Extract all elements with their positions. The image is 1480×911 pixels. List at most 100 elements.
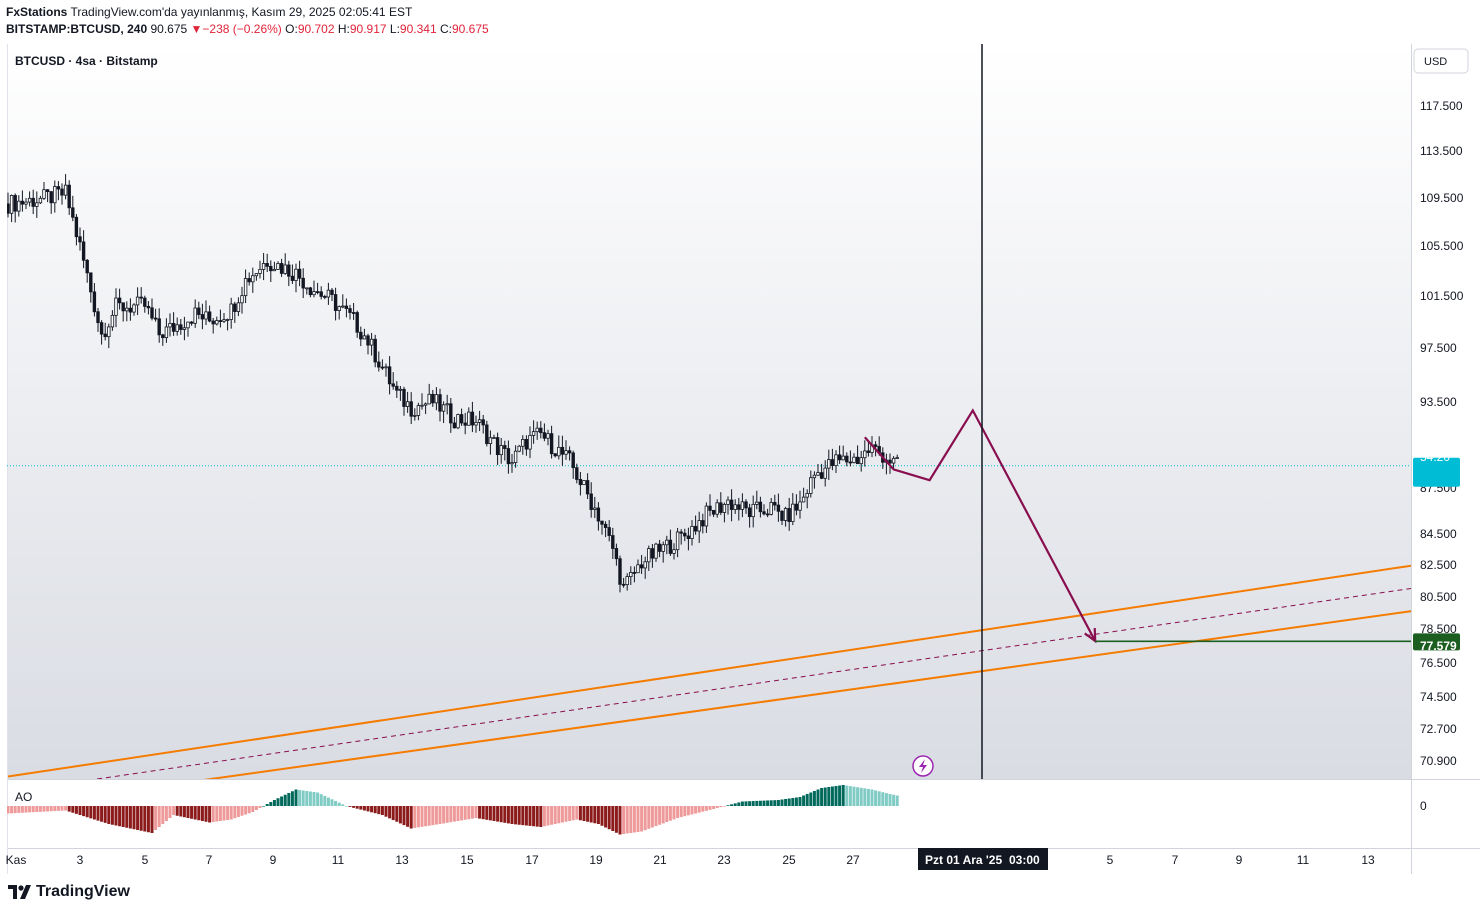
candlestick-series[interactable] [7, 174, 899, 593]
candle-body [427, 393, 431, 405]
candle-body [791, 503, 795, 522]
candle-body [639, 564, 644, 569]
ao-bar [136, 806, 140, 830]
ao-bar [254, 806, 258, 810]
candle-body [423, 403, 428, 406]
candle-body [780, 510, 784, 521]
ao-bar [31, 806, 35, 813]
price-tick-label: 97.500 [1420, 341, 1457, 355]
candle-body [294, 268, 298, 281]
ao-indicator-label[interactable]: AO [15, 790, 32, 804]
ao-bar [406, 806, 410, 827]
price-axis[interactable]: 117.500 113.500 109.500 105.500 101.500 97.50… [1420, 99, 1464, 768]
ao-bar [312, 792, 316, 806]
price-tick-label: 72.700 [1420, 722, 1457, 736]
candle-body [841, 455, 845, 461]
tradingview-logo[interactable]: TradingView [8, 883, 130, 901]
ao-bar [229, 806, 233, 820]
candle-body [207, 311, 212, 322]
ao-bar [150, 806, 154, 833]
ao-bar [276, 798, 280, 806]
ao-bar [870, 789, 874, 806]
projection-path[interactable] [863, 408, 1097, 642]
candle-body [369, 338, 374, 346]
symbol-label[interactable]: BITSTAMP:BTCUSD, 240 [6, 22, 148, 36]
candle-body [225, 319, 230, 321]
ao-bar [874, 790, 878, 806]
candle-body [452, 422, 457, 429]
lightning-icon[interactable] [912, 755, 934, 777]
ao-bar [168, 806, 172, 818]
ao-bar [589, 806, 593, 823]
ao-bar [139, 806, 143, 831]
ao-bar [7, 806, 10, 814]
candle-body [35, 202, 39, 207]
candle-body [758, 501, 763, 513]
ao-bar [499, 806, 503, 823]
ao-bar [607, 806, 611, 830]
candle-body [697, 520, 701, 532]
ao-bar [650, 806, 654, 828]
main-pane-background [7, 44, 1411, 779]
candle-body [78, 236, 82, 243]
candle-body [49, 191, 53, 204]
candle-body [164, 326, 169, 339]
ao-bar [859, 787, 863, 806]
candle-body [535, 427, 539, 433]
ao-bar [28, 806, 32, 813]
open-label: O: [285, 22, 298, 36]
time-tick-label: 21 [653, 853, 667, 867]
ao-bar [467, 806, 471, 820]
ao-bar [708, 806, 712, 810]
ao-bar [132, 806, 136, 830]
open-value: 90.702 [297, 22, 335, 36]
ao-bar [632, 806, 636, 833]
candle-body [121, 302, 125, 312]
ao-bar [272, 800, 276, 806]
channel-mid-line[interactable] [8, 9, 1480, 792]
ao-bar [175, 806, 179, 816]
ao-histogram[interactable] [7, 785, 899, 835]
publisher-name[interactable]: FxStations [6, 5, 68, 19]
ao-bar [56, 806, 60, 811]
ao-bar [247, 806, 251, 814]
candle-body [405, 401, 410, 407]
ao-bar [758, 800, 762, 806]
price-scale-background[interactable] [1411, 44, 1480, 848]
candle-body [384, 366, 388, 369]
candle-body [420, 404, 424, 407]
candle-body [229, 303, 233, 320]
footer: TradingView [0, 874, 1480, 911]
ao-bar [373, 806, 377, 814]
candle-body [603, 523, 608, 528]
candle-body [654, 543, 658, 559]
channel-upper-line[interactable] [7, 0, 1480, 778]
ao-bar [280, 796, 284, 806]
ao-bar [344, 806, 348, 807]
ao-bar [377, 806, 381, 815]
candle-body [827, 459, 831, 469]
candle-body [470, 411, 475, 426]
candle-body [31, 197, 35, 207]
high-label: H: [337, 22, 350, 36]
ao-bar [737, 802, 741, 806]
price-tick-label: 105.500 [1420, 239, 1464, 253]
ao-bar [258, 806, 262, 808]
candle-body [333, 294, 338, 311]
ao-bar [805, 794, 809, 806]
ao-bar [13, 806, 17, 814]
ao-bar [82, 806, 86, 817]
ao-bar [611, 806, 615, 831]
candle-body [809, 477, 813, 494]
ao-bar [355, 806, 359, 809]
candle-body [276, 263, 280, 270]
currency-button[interactable] [1413, 48, 1469, 74]
chart-canvas[interactable]: BTCUSD · 4sa · Bitstamp USD 117.500 113.5… [0, 0, 1480, 874]
time-axis[interactable]: Kas 3 5 7 9 11 13 15 17 19 21 23 25 27 5 7 9 11 13 [6, 853, 1375, 867]
channel-lower-line[interactable] [8, 52, 1480, 807]
candle-body [431, 393, 435, 404]
time-axis-background[interactable] [7, 848, 1411, 874]
candle-body [607, 527, 611, 536]
ao-bar [553, 806, 557, 824]
ao-bar [643, 806, 647, 831]
